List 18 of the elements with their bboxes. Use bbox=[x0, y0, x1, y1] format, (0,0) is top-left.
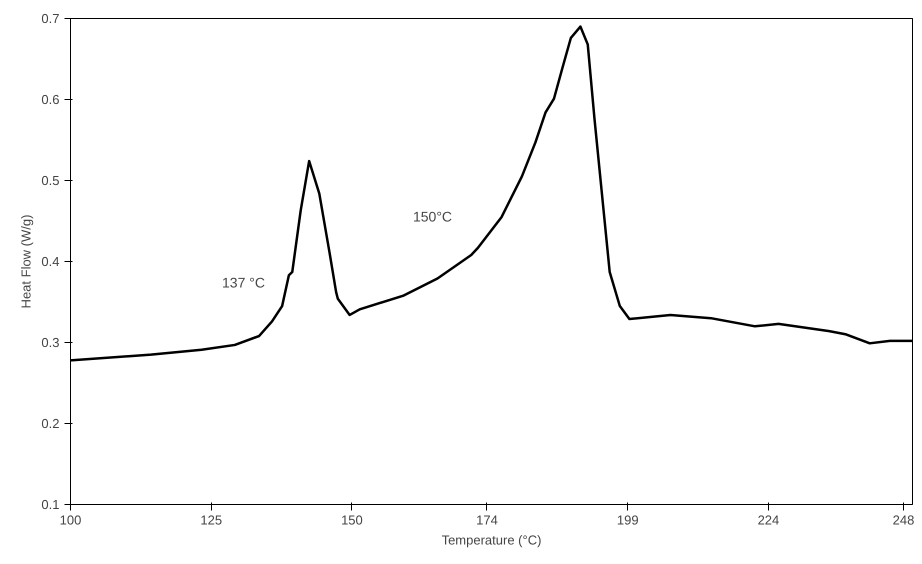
x-axis-title: Temperature (°C) bbox=[442, 532, 542, 548]
x-tick-label: 248 bbox=[892, 512, 914, 528]
x-tick-label: 199 bbox=[616, 512, 639, 528]
x-tick-label: 224 bbox=[758, 512, 780, 528]
x-tick-label: 100 bbox=[60, 512, 82, 528]
y-tick-label: 0.7 bbox=[41, 11, 60, 26]
y-tick-label: 0.4 bbox=[41, 254, 60, 269]
annotation: 137 °C bbox=[222, 274, 265, 290]
y-tick-label: 0.1 bbox=[41, 497, 60, 512]
x-tick-label: 125 bbox=[200, 512, 222, 528]
y-tick-label: 0.5 bbox=[41, 173, 60, 188]
annotation: 150°C bbox=[412, 208, 452, 224]
x-tick-label: 174 bbox=[476, 512, 498, 528]
y-tick-label: 0.3 bbox=[41, 335, 60, 350]
y-tick-label: 0.6 bbox=[41, 92, 60, 107]
y-axis-title: Heat Flow (W/g) bbox=[18, 214, 34, 308]
x-tick-label: 150 bbox=[341, 512, 363, 528]
y-tick-label: 0.2 bbox=[41, 416, 60, 431]
